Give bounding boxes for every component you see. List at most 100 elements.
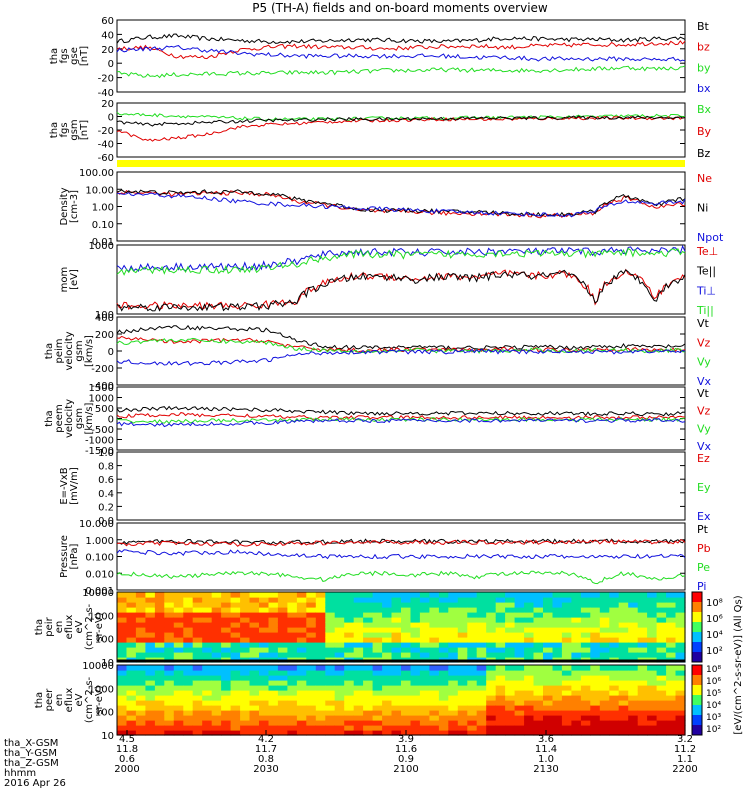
spectrogram-cell-peir_en_eflux — [495, 622, 506, 628]
spectrogram-cell-peer_en_eflux — [154, 720, 165, 726]
spectrogram-cell-peir_en_eflux — [382, 632, 393, 638]
spectrogram-cell-peir_en_eflux — [221, 632, 232, 638]
spectrogram-cell-peir_en_eflux — [599, 592, 610, 598]
spectrogram-cell-peir_en_eflux — [249, 607, 260, 613]
spectrogram-cell-peir_en_eflux — [495, 632, 506, 638]
ylabel-peir_en_eflux: eV — [74, 620, 85, 633]
spectrogram-cell-peer_en_eflux — [543, 680, 554, 686]
spectrogram-cell-peir_en_eflux — [325, 647, 336, 653]
spectrogram-cell-peir_en_eflux — [135, 642, 146, 648]
spectrogram-cell-peer_en_eflux — [325, 695, 336, 701]
spectrogram-cell-peer_en_eflux — [296, 675, 307, 681]
spectrogram-cell-peer_en_eflux — [618, 725, 629, 731]
spectrogram-cell-peer_en_eflux — [628, 675, 639, 681]
spectrogram-cell-peer_en_eflux — [495, 700, 506, 706]
spectrogram-cell-peer_en_eflux — [268, 715, 279, 721]
spectrogram-cell-peir_en_eflux — [675, 652, 686, 658]
spectrogram-cell-peir_en_eflux — [259, 627, 270, 633]
spectrogram-cell-peir_en_eflux — [561, 597, 572, 603]
spectrogram-cell-peir_en_eflux — [505, 592, 516, 598]
ylabel-peer_en_eflux: (cm^2-s- — [84, 676, 95, 723]
colorbar-tick-label: 10⁴ — [706, 630, 723, 641]
spectrogram-cell-peir_en_eflux — [637, 652, 648, 658]
spectrogram-cell-peer_en_eflux — [183, 720, 194, 726]
spectrogram-cell-peer_en_eflux — [391, 700, 402, 706]
series-pressure-Pt — [117, 538, 686, 545]
spectrogram-cell-peer_en_eflux — [618, 695, 629, 701]
spectrogram-cell-peer_en_eflux — [202, 675, 213, 681]
spectrogram-cell-peir_en_eflux — [580, 642, 591, 648]
spectrogram-cell-peer_en_eflux — [429, 720, 440, 726]
spectrogram-cell-peir_en_eflux — [391, 627, 402, 633]
spectrogram-cell-peir_en_eflux — [666, 607, 677, 613]
spectrogram-cell-peir_en_eflux — [382, 617, 393, 623]
spectrogram-cell-peer_en_eflux — [268, 675, 279, 681]
spectrogram-cell-peir_en_eflux — [552, 622, 563, 628]
spectrogram-cell-peer_en_eflux — [259, 665, 270, 671]
spectrogram-cell-peer_en_eflux — [202, 725, 213, 731]
spectrogram-cell-peir_en_eflux — [647, 617, 658, 623]
ytick-label-peem_velocity: 1500 — [89, 383, 114, 394]
spectrogram-cell-peir_en_eflux — [117, 597, 128, 603]
spectrogram-cell-peir_en_eflux — [382, 622, 393, 628]
spectrogram-cell-peer_en_eflux — [486, 665, 497, 671]
spectrogram-cell-peer_en_eflux — [259, 700, 270, 706]
spectrogram-cell-peer_en_eflux — [637, 730, 648, 736]
spectrogram-cell-peir_en_eflux — [117, 652, 128, 658]
spectrogram-cell-peir_en_eflux — [401, 647, 412, 653]
spectrogram-cell-peer_en_eflux — [457, 670, 468, 676]
spectrogram-cell-peir_en_eflux — [524, 592, 535, 598]
spectrogram-cell-peir_en_eflux — [486, 617, 497, 623]
spectrogram-cell-peir_en_eflux — [173, 607, 184, 613]
spectrogram-cell-peir_en_eflux — [457, 602, 468, 608]
spectrogram-cell-peer_en_eflux — [268, 670, 279, 676]
spectrogram-cell-peir_en_eflux — [561, 637, 572, 643]
spectrogram-cell-peir_en_eflux — [543, 647, 554, 653]
spectrogram-cell-peir_en_eflux — [249, 602, 260, 608]
legend-e_field-Ex: Ex — [697, 510, 711, 523]
spectrogram-cell-peer_en_eflux — [628, 710, 639, 716]
spectrogram-cell-peir_en_eflux — [666, 592, 677, 598]
spectrogram-cell-peir_en_eflux — [637, 627, 648, 633]
spectrogram-cell-peer_en_eflux — [249, 710, 260, 716]
spectrogram-cell-peer_en_eflux — [164, 705, 175, 711]
spectrogram-cell-peir_en_eflux — [145, 642, 156, 648]
spectrogram-cell-peir_en_eflux — [590, 592, 601, 598]
spectrogram-cell-peer_en_eflux — [391, 675, 402, 681]
spectrogram-cell-peer_en_eflux — [183, 705, 194, 711]
spectrogram-cell-peer_en_eflux — [561, 710, 572, 716]
spectrogram-cell-peir_en_eflux — [505, 647, 516, 653]
spectrogram-cell-peer_en_eflux — [268, 665, 279, 671]
spectrogram-cell-peer_en_eflux — [145, 730, 156, 736]
spectrogram-cell-peer_en_eflux — [249, 725, 260, 731]
spectrogram-cell-peer_en_eflux — [363, 710, 374, 716]
spectrogram-cell-peir_en_eflux — [117, 647, 128, 653]
spectrogram-cell-peer_en_eflux — [173, 705, 184, 711]
spectrogram-cell-peer_en_eflux — [287, 730, 298, 736]
spectrogram-cell-peir_en_eflux — [505, 627, 516, 633]
xaxis-tick-value: 1.0 — [538, 754, 554, 765]
spectrogram-cell-peir_en_eflux — [202, 642, 213, 648]
spectrogram-cell-peir_en_eflux — [647, 637, 658, 643]
spectrogram-cell-peer_en_eflux — [571, 685, 582, 691]
series-fgs_gsm-Bz — [116, 115, 686, 127]
spectrogram-cell-peer_en_eflux — [543, 685, 554, 691]
spectrogram-cell-peer_en_eflux — [173, 725, 184, 731]
spectrogram-cell-peir_en_eflux — [353, 637, 364, 643]
spectrogram-cell-peer_en_eflux — [524, 715, 535, 721]
spectrogram-cell-peir_en_eflux — [221, 597, 232, 603]
spectrogram-cell-peir_en_eflux — [154, 642, 165, 648]
spectrogram-cell-peir_en_eflux — [476, 612, 487, 618]
spectrogram-cell-peir_en_eflux — [666, 632, 677, 638]
spectrogram-cell-peir_en_eflux — [410, 627, 421, 633]
spectrogram-cell-peer_en_eflux — [372, 680, 383, 686]
spectrogram-cell-peer_en_eflux — [476, 730, 487, 736]
spectrogram-cell-peer_en_eflux — [117, 710, 128, 716]
spectrogram-cell-peir_en_eflux — [363, 647, 374, 653]
colorbar-segment — [692, 632, 702, 643]
spectrogram-cell-peer_en_eflux — [277, 720, 288, 726]
spectrogram-cell-peir_en_eflux — [353, 602, 364, 608]
spectrogram-cell-peer_en_eflux — [495, 710, 506, 716]
spectrogram-cell-peer_en_eflux — [647, 670, 658, 676]
